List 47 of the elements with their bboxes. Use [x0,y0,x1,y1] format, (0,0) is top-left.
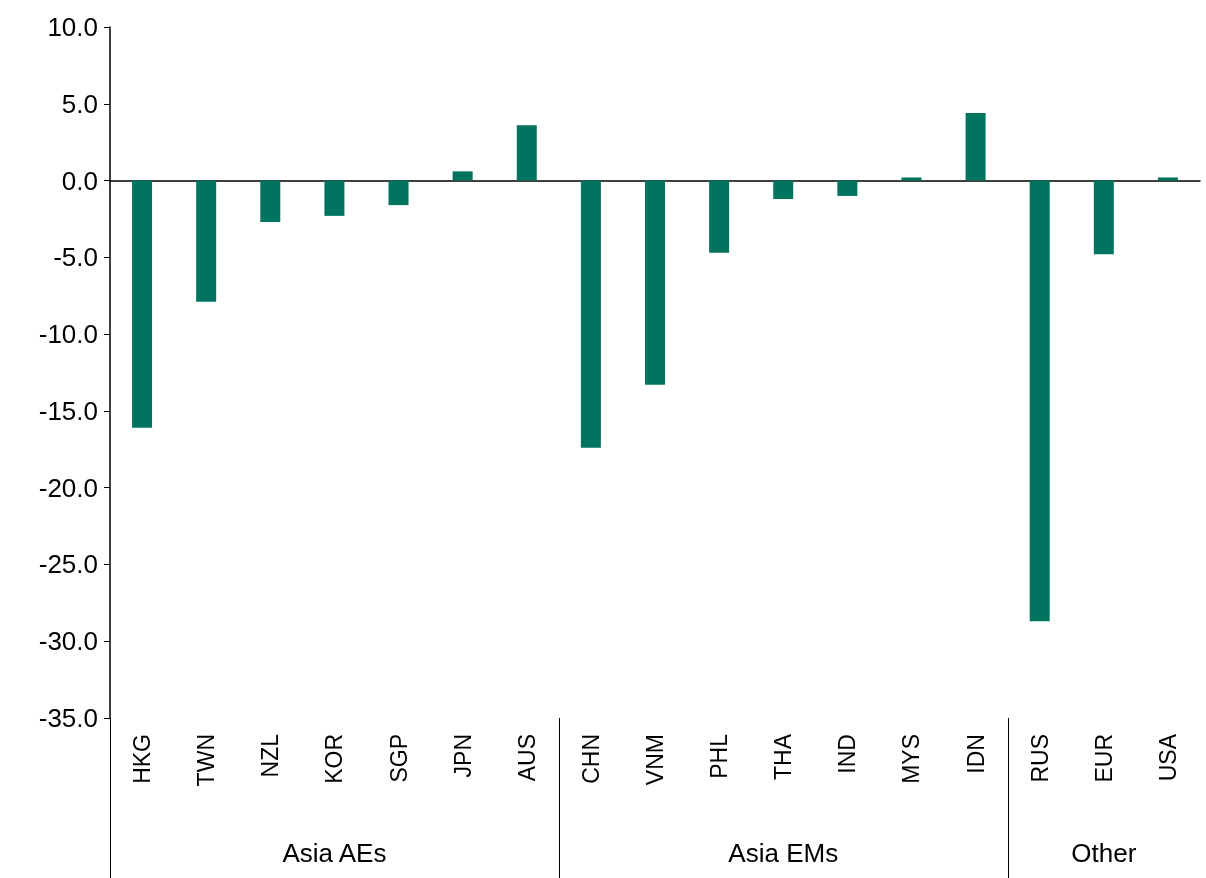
x-tick-label: AUS [513,734,540,782]
bar [1029,180,1050,622]
text: Asia AEs [282,838,387,869]
x-tick-label: RUS [1026,734,1053,783]
y-tick-label: -30.0 [38,626,98,657]
x-tick-label: THA [770,733,797,780]
bar [196,180,217,302]
text: Asia EMs [728,838,839,869]
bar [645,180,665,385]
bar [837,180,858,196]
bar [709,180,730,253]
y-tick-label: -5.0 [53,242,98,273]
x-tick-label: SGP [385,734,412,783]
x-tick-label: KOR [321,734,348,784]
y-tick-label: 0.0 [61,165,98,196]
x-tick-label: IDN [962,734,989,774]
text: Other [1071,838,1137,869]
bar [132,180,153,428]
x-tick-label: HKG [129,734,156,784]
y-tick-label: -25.0 [38,549,98,580]
x-tick-label: VNM [642,734,668,786]
x-tick-label: IND [834,734,861,774]
bar [452,171,473,181]
y-tick-label: -10.0 [38,319,98,350]
y-tick-label: 5.0 [61,88,98,119]
bar [516,125,537,181]
bar [388,180,409,206]
x-tick-label: EUR [1090,734,1117,783]
bar [1093,180,1114,255]
y-tick-label: -35.0 [38,703,98,733]
y-tick-label: 10.0 [47,12,98,42]
x-tick-label: CHN [577,734,604,784]
x-tick-label: PHL [706,733,733,779]
x-tick-label: TWN [193,734,220,787]
x-tick-label: JPN [449,734,476,778]
x-tick-label: MYS [898,734,925,784]
bar [773,180,794,199]
x-tick-label: NZL [257,733,284,778]
x-tick-label: USA [1154,733,1181,782]
bar [1157,177,1178,181]
bar [965,112,986,181]
bar [901,177,922,181]
y-tick-label: -15.0 [38,395,98,426]
y-tick-label: -20.0 [38,472,98,503]
bar [260,180,281,223]
bar [580,180,601,448]
bar [324,180,345,216]
